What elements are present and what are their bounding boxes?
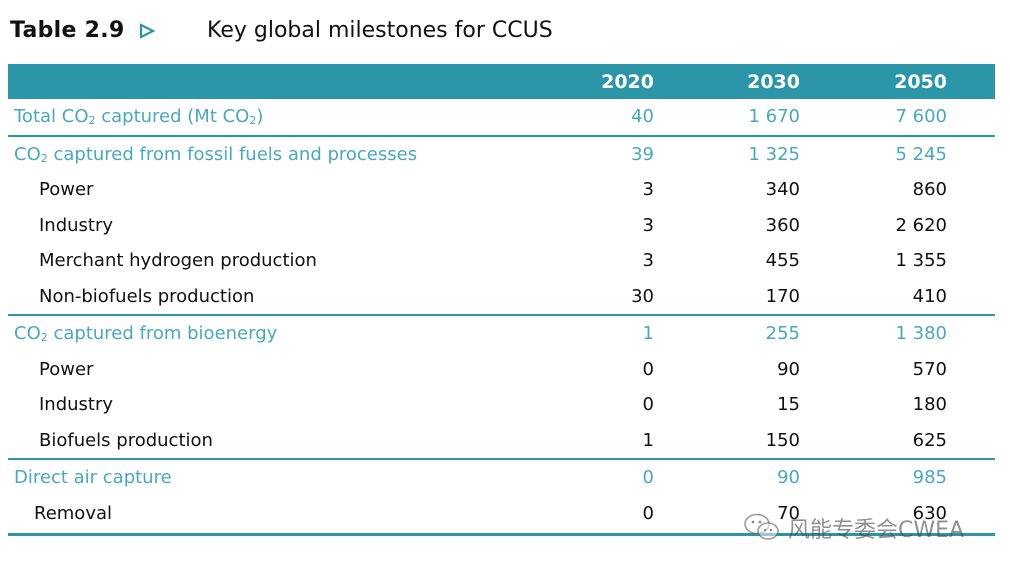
wechat-icon bbox=[744, 513, 779, 540]
cell-2050: 7 600 bbox=[895, 106, 947, 127]
cell-2020: 1 bbox=[642, 429, 654, 451]
cell-2020: 30 bbox=[631, 285, 654, 307]
table-row: Industry 3 360 2 620 bbox=[8, 208, 995, 244]
section-divider bbox=[8, 134, 995, 137]
cell-2030: 150 bbox=[765, 429, 800, 451]
cell-2050: 860 bbox=[912, 179, 947, 200]
cell-2030: 360 bbox=[765, 214, 800, 236]
cell-2050: 630 bbox=[912, 502, 947, 524]
cell-2050: 5 245 bbox=[895, 143, 947, 165]
row-label: CO2 captured from bioenergy bbox=[14, 323, 278, 344]
cell-2030: 340 bbox=[765, 179, 800, 200]
cell-2020: 0 bbox=[642, 502, 654, 524]
cell-2050: 625 bbox=[912, 429, 947, 451]
table-row: Removal 0 70 630 bbox=[8, 496, 995, 532]
table-number: Table 2.9 bbox=[10, 18, 125, 43]
row-label: Power bbox=[39, 358, 94, 380]
watermark-text: 风能专委会CWEA bbox=[788, 518, 965, 543]
cell-2050: 410 bbox=[912, 285, 947, 307]
table-title-bar: Table 2.9 Key global milestones for CCUS bbox=[10, 14, 990, 50]
cell-2030: 90 bbox=[777, 467, 800, 488]
table-row-direct-air-capture: Direct air capture 0 90 985 bbox=[8, 460, 995, 496]
cell-2020: 0 bbox=[642, 358, 654, 380]
column-header-2030: 2030 bbox=[747, 71, 800, 93]
row-label: Power bbox=[39, 179, 94, 200]
row-label: Industry bbox=[39, 214, 114, 236]
table-row: Biofuels production 1 150 625 bbox=[8, 423, 995, 459]
cell-2020: 0 bbox=[642, 467, 654, 488]
triangle-arrow-icon bbox=[139, 23, 155, 39]
table-row-total-captured: Total CO2 captured (Mt CO2) 40 1 670 7 6… bbox=[8, 99, 995, 135]
table-title: Key global milestones for CCUS bbox=[207, 18, 553, 43]
table-bottom-rule bbox=[8, 533, 995, 536]
table-row: Merchant hydrogen production 3 455 1 355 bbox=[8, 243, 995, 279]
table-header: 2020 2030 2050 bbox=[8, 64, 995, 99]
cell-2050: 180 bbox=[912, 394, 947, 415]
cell-2030: 170 bbox=[765, 285, 800, 307]
column-header-2050: 2050 bbox=[894, 71, 947, 93]
table-row: Industry 0 15 180 bbox=[8, 387, 995, 423]
cell-2050: 2 620 bbox=[895, 214, 947, 236]
table-row-bioenergy: CO2 captured from bioenergy 1 255 1 380 bbox=[8, 316, 995, 352]
cell-2020: 39 bbox=[631, 143, 654, 165]
cell-2030: 70 bbox=[777, 502, 800, 524]
cell-2020: 3 bbox=[642, 179, 654, 200]
cell-2050: 1 355 bbox=[895, 250, 947, 271]
cell-2030: 255 bbox=[765, 323, 800, 344]
cell-2020: 3 bbox=[642, 214, 654, 236]
cell-2050: 985 bbox=[912, 467, 947, 488]
cell-2030: 90 bbox=[777, 358, 800, 380]
milestones-table: 2020 2030 2050 Total CO2 captured (Mt CO… bbox=[8, 64, 995, 536]
cell-2030: 15 bbox=[777, 394, 800, 415]
table-row: Power 0 90 570 bbox=[8, 352, 995, 388]
cell-2050: 1 380 bbox=[895, 323, 947, 344]
watermark: 风能专委会CWEA bbox=[742, 510, 992, 544]
cell-2030: 1 325 bbox=[748, 143, 800, 165]
row-label: Merchant hydrogen production bbox=[39, 250, 317, 271]
cell-2050: 570 bbox=[912, 358, 947, 380]
cell-2030: 1 670 bbox=[748, 106, 800, 127]
table-row: Power 3 340 860 bbox=[8, 172, 995, 208]
column-header-2020: 2020 bbox=[601, 71, 654, 93]
row-label: Direct air capture bbox=[14, 467, 172, 488]
cell-2030: 455 bbox=[765, 250, 800, 271]
row-label: Biofuels production bbox=[39, 429, 213, 451]
row-label: Industry bbox=[39, 394, 114, 415]
cell-2020: 3 bbox=[642, 250, 654, 271]
row-label: Total CO2 captured (Mt CO2) bbox=[14, 106, 264, 127]
row-label: CO2 captured from fossil fuels and proce… bbox=[14, 143, 418, 165]
table-row: Non-biofuels production 30 170 410 bbox=[8, 279, 995, 315]
section-divider bbox=[8, 458, 995, 460]
cell-2020: 1 bbox=[642, 323, 654, 344]
cell-2020: 40 bbox=[631, 106, 654, 127]
section-divider bbox=[8, 314, 995, 316]
cell-2020: 0 bbox=[642, 394, 654, 415]
table-row-fossil-fuels: CO2 captured from fossil fuels and proce… bbox=[8, 137, 995, 173]
row-label: Non-biofuels production bbox=[39, 285, 255, 307]
row-label: Removal bbox=[34, 502, 113, 524]
